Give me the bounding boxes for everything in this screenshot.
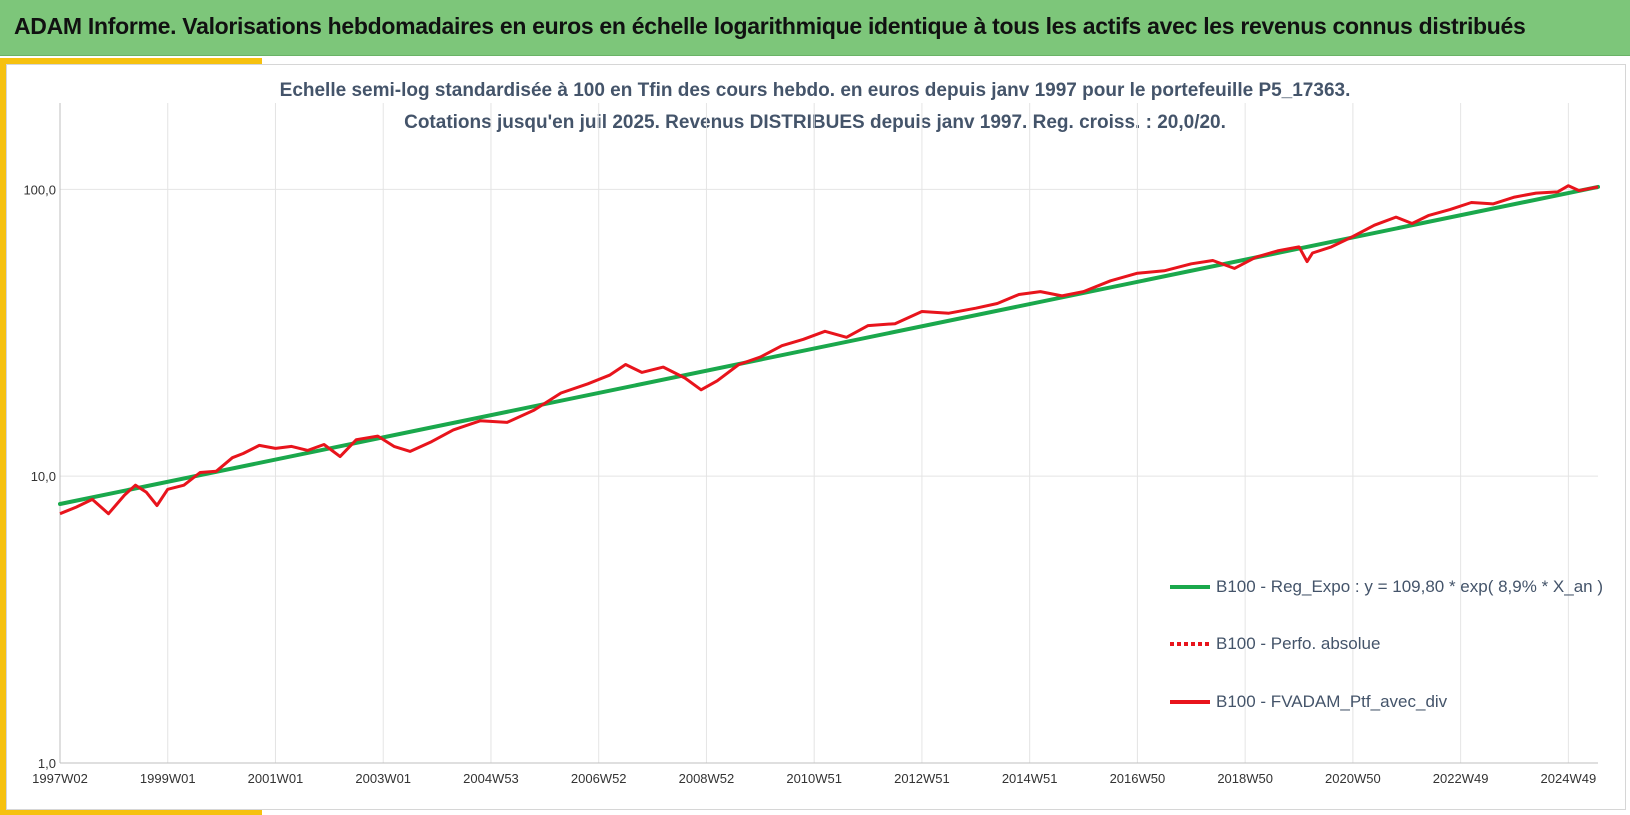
accent-bar-bottom [0,810,262,815]
legend-item-perfo-absolue: B100 - Perfo. absolue [1170,632,1380,656]
x-tick-label-12: 2020W50 [1325,771,1381,786]
y-tick-label-2: 100,0 [23,182,56,197]
x-tick-label-14: 2024W49 [1541,771,1597,786]
accent-bar-top [0,58,262,64]
x-tick-label-10: 2016W50 [1110,771,1166,786]
x-tick-label-0: 1997W02 [32,771,88,786]
legend-item-regression: B100 - Reg_Expo : y = 109,80 * exp( 8,9%… [1170,575,1603,599]
series-line-regression [58,184,1600,506]
y-tick-label-1: 10,0 [31,469,56,484]
x-tick-label-9: 2014W51 [1002,771,1058,786]
x-tick-label-7: 2010W51 [786,771,842,786]
series-line-portfolio [59,184,1599,516]
x-tick-label-2: 2001W01 [248,771,304,786]
x-tick-label-1: 1999W01 [140,771,196,786]
y-tick-label-0: 1,0 [38,756,56,771]
legend-swatch-portfolio [1170,700,1210,704]
x-tick-label-13: 2022W49 [1433,771,1489,786]
x-tick-label-8: 2012W51 [894,771,950,786]
x-tick-label-3: 2003W01 [355,771,411,786]
chart-subtitle-line1: Echelle semi-log standardisée à 100 en T… [279,80,1351,101]
x-tick-label-5: 2006W52 [571,771,627,786]
legend-swatch-regression [1170,585,1210,589]
legend-label-perfo-absolue: B100 - Perfo. absolue [1216,634,1381,653]
chart-subtitle-line2: Cotations jusqu'en juil 2025. Revenus DI… [404,112,1226,133]
legend-label-portfolio: B100 - FVADAM_Ptf_avec_div [1216,692,1448,711]
legend-swatch-perfo-absolue [1170,642,1210,646]
header-banner: ADAM Informe. Valorisations hebdomadaire… [0,0,1630,56]
legend-label-regression: B100 - Reg_Expo : y = 109,80 * exp( 8,9%… [1216,577,1603,596]
page-title: ADAM Informe. Valorisations hebdomadaire… [14,13,1526,39]
accent-bar-left [0,58,6,815]
legend-item-portfolio: B100 - FVADAM_Ptf_avec_div [1170,690,1447,714]
x-tick-label-11: 2018W50 [1217,771,1273,786]
chart-frame [6,64,1626,810]
x-tick-label-4: 2004W53 [463,771,519,786]
x-tick-label-6: 2008W52 [679,771,735,786]
